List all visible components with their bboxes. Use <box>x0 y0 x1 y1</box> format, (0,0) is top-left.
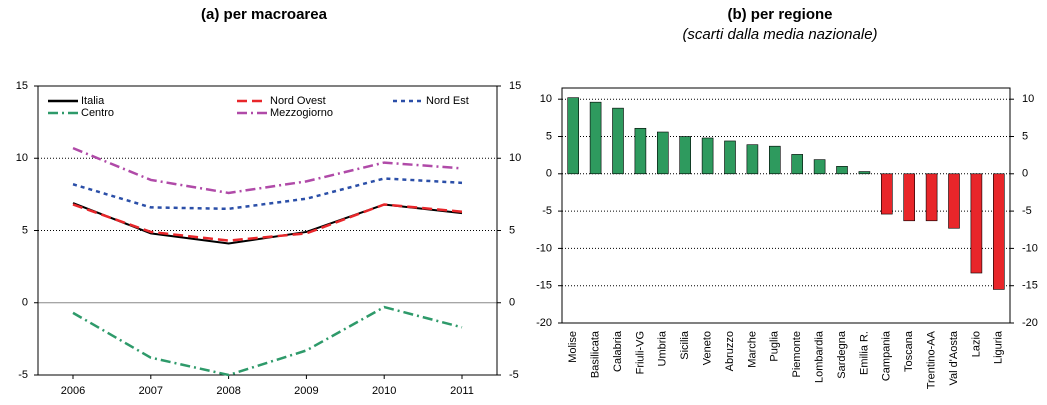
x-tick-label: 2010 <box>372 385 396 397</box>
x-tick-label: Sicilia <box>679 330 691 360</box>
y-tick-label: -15 <box>536 280 552 292</box>
y-tick-label: 0 <box>546 168 552 180</box>
x-tick-label: Val d'Aosta <box>948 330 960 385</box>
x-tick-label: 2011 <box>450 385 474 397</box>
x-tick-label: Piemonte <box>791 331 803 377</box>
line <box>72 177 463 211</box>
y-tick-label: 0 <box>22 297 28 309</box>
plot-frame <box>561 87 1011 324</box>
x-tick-label: 2008 <box>216 385 240 397</box>
chart-title: (b) per regione <box>727 6 832 23</box>
line <box>72 203 463 242</box>
bar <box>992 173 1005 290</box>
bar <box>746 144 759 175</box>
x-tick-label: Puglia <box>769 330 781 361</box>
bar <box>970 173 983 274</box>
legend-label: Centro <box>81 107 114 119</box>
x-tick-label: 2009 <box>294 385 318 397</box>
bar <box>567 97 580 175</box>
x-tick-label: Friuli-VG <box>634 331 646 374</box>
x-tick-label: Veneto <box>702 331 714 365</box>
bar <box>925 173 938 222</box>
bar <box>858 171 871 175</box>
x-tick-label: Marche <box>746 331 758 368</box>
y2-tick-label: -15 <box>1022 280 1038 292</box>
bar <box>724 140 736 175</box>
bar <box>589 101 602 175</box>
line <box>72 305 463 377</box>
y-tick-label: -5 <box>18 369 28 381</box>
y-tick-label: 10 <box>540 93 552 105</box>
bar <box>791 154 804 175</box>
x-tick-label: Lombardia <box>814 330 826 383</box>
bar <box>903 173 916 222</box>
y2-tick-label: -20 <box>1022 317 1038 329</box>
x-tick-label: Sardegna <box>836 330 848 379</box>
y2-tick-label: 5 <box>509 224 515 236</box>
bar <box>656 131 669 175</box>
line <box>72 146 463 195</box>
y2-tick-label: -5 <box>1022 205 1032 217</box>
x-tick-label: Toscana <box>903 330 915 372</box>
y-tick-label: 10 <box>16 152 28 164</box>
chart-title: (a) per macroarea <box>201 6 328 23</box>
bar <box>948 173 960 229</box>
x-tick-label: 2007 <box>139 385 163 397</box>
x-tick-label: Lazio <box>970 331 982 357</box>
x-tick-label: Basilicata <box>590 330 602 378</box>
y2-tick-label: 5 <box>1022 130 1028 142</box>
bar <box>768 145 781 175</box>
bar <box>813 159 826 175</box>
y-tick-label: -20 <box>536 317 552 329</box>
bar <box>701 137 714 175</box>
y2-tick-label: 10 <box>1022 93 1034 105</box>
y2-tick-label: 10 <box>509 152 521 164</box>
x-tick-label: Campania <box>881 330 893 381</box>
bar <box>679 136 692 175</box>
x-tick-label: Calabria <box>612 330 624 372</box>
bar <box>634 127 647 175</box>
x-tick-label: Emilia R. <box>858 331 870 375</box>
bar <box>612 107 624 175</box>
y2-tick-label: -5 <box>509 369 519 381</box>
y-tick-label: 15 <box>16 80 28 92</box>
bar <box>880 173 893 215</box>
y2-tick-label: -10 <box>1022 242 1038 254</box>
x-tick-label: Liguria <box>993 330 1005 364</box>
legend-label: Nord Ovest <box>270 95 326 107</box>
y2-tick-label: 0 <box>1022 168 1028 180</box>
legend-label: Mezzogiorno <box>270 107 333 119</box>
y-tick-label: 5 <box>546 130 552 142</box>
chart-subtitle: (scarti dalla media nazionale) <box>682 26 877 43</box>
y2-tick-label: 0 <box>509 297 515 309</box>
x-tick-label: 2006 <box>61 385 85 397</box>
y-tick-label: -5 <box>542 205 552 217</box>
legend-label: Nord Est <box>426 95 469 107</box>
plot-frame <box>37 85 498 376</box>
x-tick-label: Abruzzo <box>724 331 736 371</box>
x-tick-label: Trentino-AA <box>926 330 938 389</box>
y-tick-label: 5 <box>22 224 28 236</box>
x-tick-label: Umbria <box>657 330 669 366</box>
y-tick-label: -10 <box>536 242 552 254</box>
bar <box>836 166 848 175</box>
legend-label: Italia <box>81 95 105 107</box>
y2-tick-label: 15 <box>509 80 521 92</box>
x-tick-label: Molise <box>567 331 579 363</box>
